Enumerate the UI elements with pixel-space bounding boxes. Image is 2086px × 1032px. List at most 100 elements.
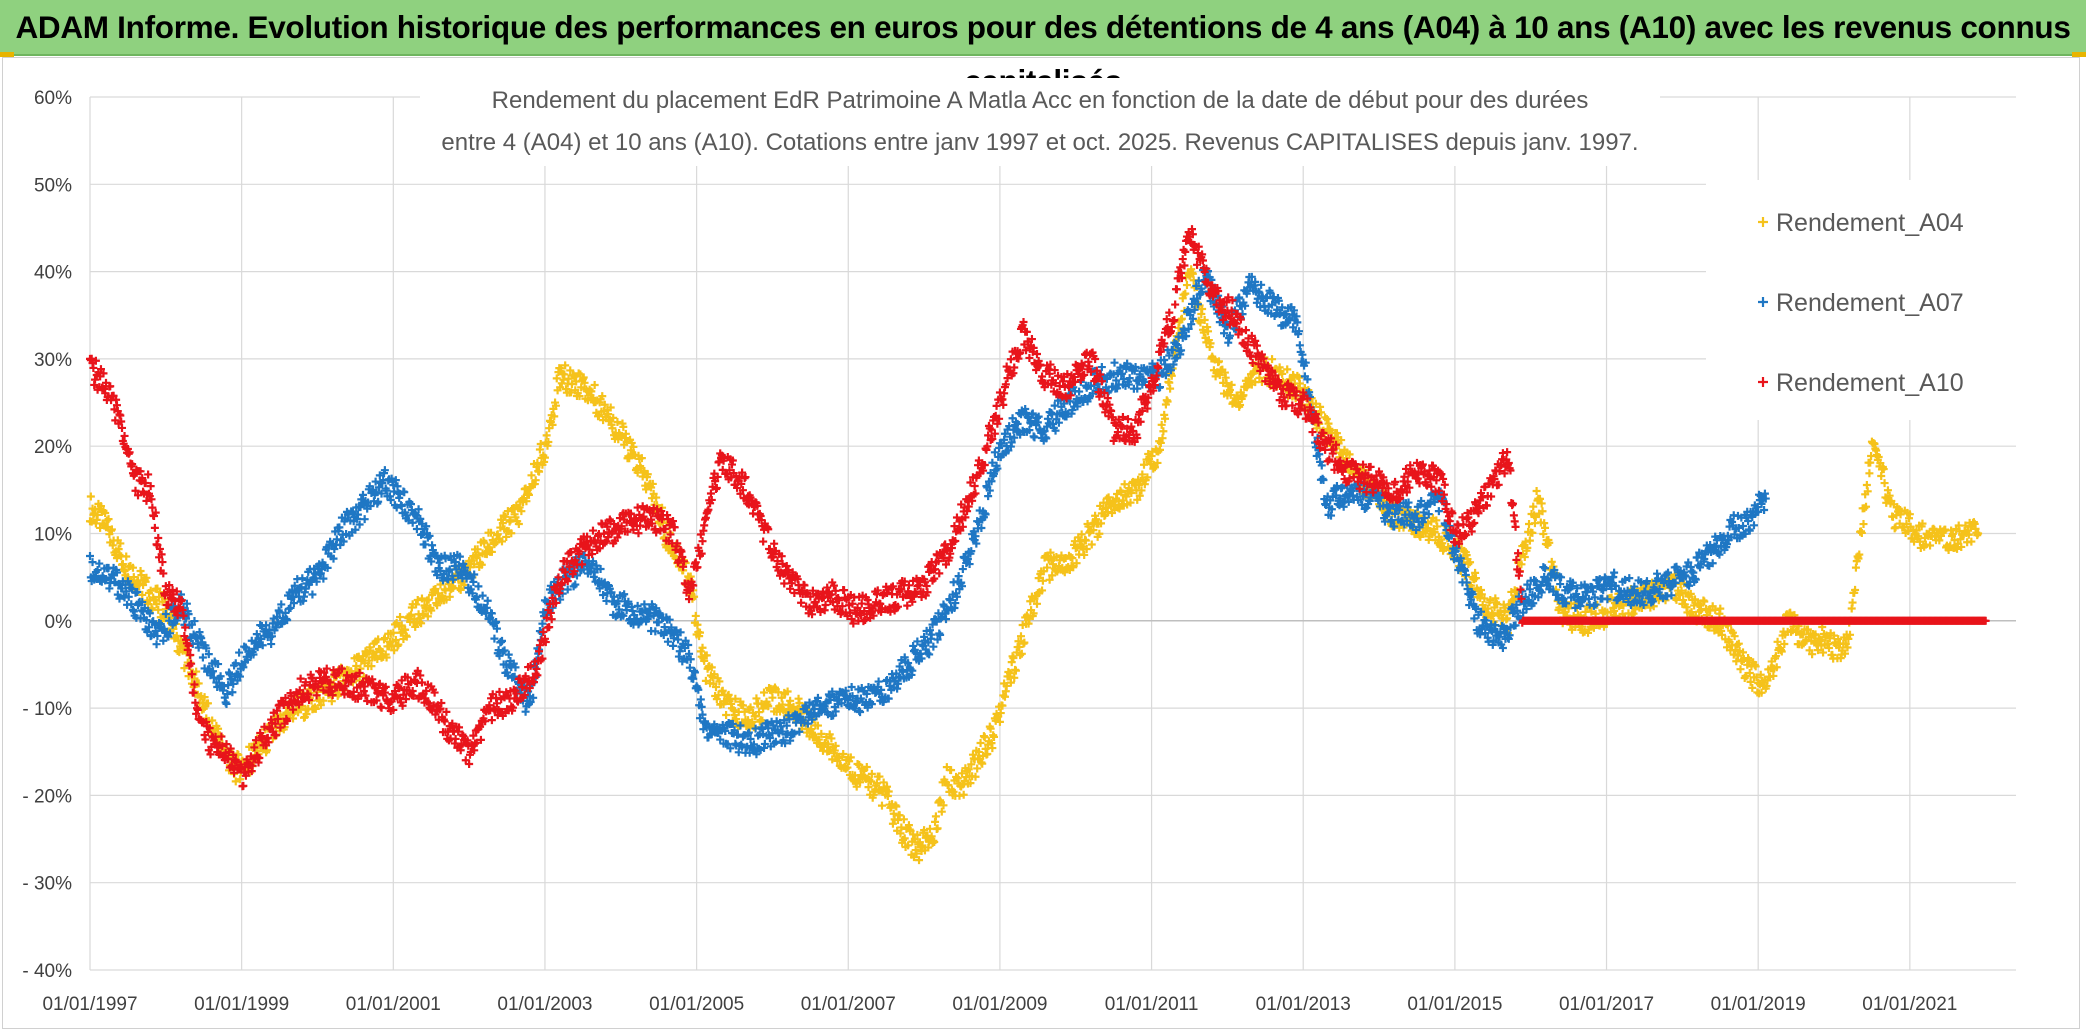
y-tick-label: 10% — [34, 525, 72, 546]
data-point — [710, 670, 719, 679]
data-point — [146, 586, 155, 595]
data-point — [1095, 529, 1104, 538]
data-point — [480, 538, 489, 547]
data-point — [669, 641, 678, 650]
data-point — [789, 702, 798, 711]
corner-accent-left — [0, 52, 14, 57]
data-point — [540, 453, 549, 462]
y-tick-label: - 40% — [22, 961, 72, 982]
data-point — [1075, 387, 1084, 396]
data-point — [949, 787, 958, 796]
data-point — [427, 606, 436, 615]
data-point — [1848, 598, 1857, 607]
data-point — [154, 605, 163, 614]
data-point — [1102, 503, 1111, 512]
data-point — [937, 807, 946, 816]
data-point — [1081, 536, 1090, 545]
data-point — [1009, 654, 1018, 663]
data-point — [570, 372, 579, 381]
data-point — [1859, 520, 1868, 529]
data-point — [536, 439, 545, 448]
data-point — [843, 763, 852, 772]
data-point — [627, 438, 636, 447]
data-point — [154, 534, 163, 543]
data-point — [1268, 355, 1277, 364]
data-point — [1156, 445, 1164, 454]
data-point — [609, 413, 618, 422]
data-point — [308, 590, 317, 599]
data-point — [1249, 368, 1258, 377]
data-point — [701, 676, 710, 685]
data-point — [128, 563, 137, 572]
data-point — [1157, 420, 1166, 429]
x-tick-label: 01/01/2001 — [346, 994, 441, 1015]
data-point — [984, 492, 993, 501]
data-point — [730, 711, 739, 720]
axis-layer: 60%50%40%30%20%10%0%- 10%- 20%- 30%- 40%… — [22, 88, 1957, 1015]
data-point — [1089, 526, 1098, 535]
data-point — [1143, 473, 1152, 482]
data-point — [817, 729, 826, 738]
data-point — [899, 815, 908, 824]
data-point — [1010, 673, 1019, 682]
data-point — [411, 622, 420, 631]
data-point — [580, 378, 589, 387]
points-layer — [86, 225, 1990, 865]
data-point — [394, 640, 403, 649]
data-point — [1133, 495, 1142, 504]
data-point — [433, 601, 442, 610]
data-point — [740, 707, 749, 716]
data-point — [1032, 599, 1041, 608]
data-point — [715, 677, 724, 686]
data-point — [1120, 480, 1129, 489]
data-point — [497, 537, 506, 546]
data-point — [1227, 380, 1236, 389]
data-point — [533, 458, 542, 467]
data-point — [652, 493, 661, 502]
data-point — [542, 431, 551, 440]
data-point — [846, 753, 855, 762]
data-point — [1087, 540, 1096, 549]
data-point — [1590, 593, 1599, 602]
data-point — [548, 420, 557, 429]
data-point — [95, 559, 104, 568]
data-point — [319, 696, 328, 705]
y-tick-label: 30% — [34, 350, 72, 371]
data-point — [1161, 414, 1170, 423]
data-point — [738, 701, 747, 710]
data-point — [419, 610, 428, 619]
data-point — [690, 592, 699, 601]
data-point — [1139, 460, 1148, 469]
data-point — [1006, 669, 1015, 678]
data-point — [1030, 433, 1039, 442]
data-point — [1135, 491, 1144, 500]
y-tick-label: 20% — [34, 437, 72, 458]
data-point — [360, 515, 369, 524]
data-point — [177, 638, 186, 647]
data-point — [200, 693, 209, 702]
data-point — [1181, 289, 1190, 298]
y-tick-label: - 10% — [22, 699, 72, 720]
data-point — [904, 841, 913, 850]
data-point — [988, 744, 997, 753]
data-point — [561, 361, 570, 370]
data-point — [888, 819, 897, 828]
data-point — [606, 403, 615, 412]
data-point — [795, 698, 804, 707]
data-point — [674, 635, 683, 644]
data-point — [451, 734, 460, 743]
data-point — [1749, 521, 1758, 530]
data-point — [718, 686, 727, 695]
data-point — [367, 662, 376, 671]
data-point — [86, 492, 95, 501]
data-point — [973, 764, 982, 773]
data-point — [1629, 609, 1638, 618]
data-point — [550, 412, 559, 421]
data-point — [920, 826, 929, 835]
data-point — [1322, 415, 1331, 424]
data-point — [1251, 378, 1260, 387]
data-point — [964, 765, 973, 774]
banner-title: ADAM Informe. Evolution historique des p… — [15, 9, 2071, 99]
data-point — [1541, 564, 1550, 573]
data-point — [947, 766, 956, 775]
